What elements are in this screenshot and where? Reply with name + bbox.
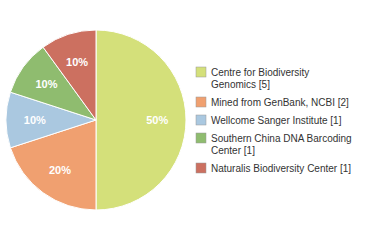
legend-swatch — [196, 163, 206, 173]
legend-label: Centre for BiodiversityGenomics [5] — [211, 67, 309, 90]
pie-slice — [96, 30, 186, 210]
legend-item: Wellcome Sanger Institute [1] — [196, 115, 342, 126]
legend-label: Wellcome Sanger Institute [1] — [211, 115, 342, 126]
legend-item: Southern China DNA BarcodingCenter [1] — [196, 133, 352, 156]
data-label: 10% — [66, 56, 88, 68]
data-label: 10% — [35, 78, 57, 90]
legend-label: Southern China DNA BarcodingCenter [1] — [211, 133, 352, 156]
chart-container: 50% 20% 10% 10% 10% Centre for BiodiversityGe… — [0, 0, 380, 240]
legend-swatch — [196, 115, 206, 125]
legend-item: Mined from GenBank, NCBI [2] — [196, 97, 349, 108]
pie — [6, 30, 186, 210]
data-label: 20% — [49, 164, 71, 176]
legend-item: Naturalis Biodiversity Center [1] — [196, 163, 351, 174]
data-label: 50% — [146, 114, 168, 126]
legend-swatch — [196, 133, 206, 143]
chart: 50% 20% 10% 10% 10% Centre for BiodiversityGe… — [0, 0, 380, 240]
legend: Centre for BiodiversityGenomics [5] Mined… — [196, 67, 352, 174]
legend-item: Centre for BiodiversityGenomics [5] — [196, 67, 309, 90]
data-label: 10% — [24, 114, 46, 126]
legend-swatch — [196, 97, 206, 107]
legend-label: Mined from GenBank, NCBI [2] — [211, 97, 349, 108]
legend-swatch — [196, 67, 206, 77]
legend-label: Naturalis Biodiversity Center [1] — [211, 163, 351, 174]
pie-slice — [43, 30, 96, 120]
data-labels: 50% 20% 10% 10% 10% — [24, 56, 169, 176]
